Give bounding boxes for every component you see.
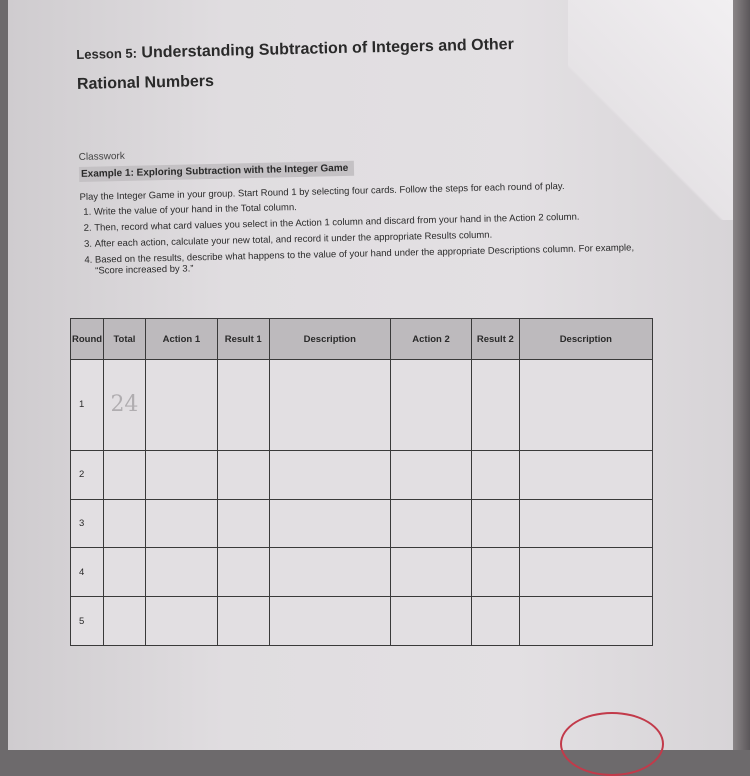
action-1-cell[interactable] bbox=[144, 596, 218, 646]
description-2-cell[interactable] bbox=[518, 359, 654, 451]
description-2-cell[interactable] bbox=[518, 547, 654, 598]
total-cell[interactable] bbox=[103, 498, 146, 549]
round-cell: 2 bbox=[69, 449, 105, 500]
round-cell: 3 bbox=[69, 498, 105, 549]
lesson-number: Lesson 5: bbox=[76, 45, 138, 62]
action-2-cell[interactable] bbox=[390, 359, 472, 451]
round-cell: 4 bbox=[69, 547, 105, 598]
action-1-cell[interactable] bbox=[144, 547, 218, 598]
red-scribble bbox=[560, 712, 664, 776]
total-cell[interactable] bbox=[103, 596, 146, 646]
lesson-title-line1: Understanding Subtraction of Integers an… bbox=[141, 36, 515, 62]
header-round: Round bbox=[69, 318, 105, 360]
action-2-cell[interactable] bbox=[390, 596, 472, 646]
result-2-cell[interactable] bbox=[470, 498, 520, 549]
round-cell: 1 bbox=[69, 359, 105, 451]
header-description-2: Description bbox=[518, 318, 654, 360]
result-2-cell[interactable] bbox=[470, 596, 520, 646]
result-1-cell[interactable] bbox=[216, 596, 270, 646]
header-result-1: Result 1 bbox=[216, 318, 270, 360]
total-cell[interactable] bbox=[103, 547, 146, 598]
header-action-2: Action 2 bbox=[390, 318, 472, 360]
action-1-cell[interactable] bbox=[144, 359, 218, 451]
description-1-cell[interactable] bbox=[268, 449, 392, 500]
result-2-cell[interactable] bbox=[470, 359, 520, 451]
result-1-cell[interactable] bbox=[216, 449, 270, 500]
header-description-1: Description bbox=[268, 318, 392, 360]
action-2-cell[interactable] bbox=[390, 547, 472, 598]
result-2-cell[interactable] bbox=[470, 449, 520, 500]
header-result-2: Result 2 bbox=[470, 318, 520, 360]
lesson-title-line2: Rational Numbers bbox=[76, 72, 215, 93]
description-1-cell[interactable] bbox=[268, 498, 392, 549]
description-1-cell[interactable] bbox=[268, 547, 392, 598]
header-total: Total bbox=[103, 318, 146, 360]
description-2-cell[interactable] bbox=[518, 596, 654, 646]
action-2-cell[interactable] bbox=[390, 498, 472, 549]
description-1-cell[interactable] bbox=[268, 596, 392, 646]
lesson-title: Lesson 5: Understanding Subtraction of I… bbox=[76, 27, 637, 100]
page-edge bbox=[733, 0, 750, 750]
instructions-block: Lesson 5: Understanding Subtraction of I… bbox=[76, 27, 641, 282]
description-1-cell[interactable] bbox=[268, 359, 392, 451]
header-action-1: Action 1 bbox=[144, 318, 218, 360]
page-fold bbox=[568, 0, 738, 220]
result-1-cell[interactable] bbox=[216, 359, 270, 451]
action-2-cell[interactable] bbox=[390, 449, 472, 500]
result-1-cell[interactable] bbox=[216, 498, 270, 549]
classwork-label: Classwork bbox=[78, 150, 125, 163]
description-2-cell[interactable] bbox=[518, 449, 654, 500]
description-2-cell[interactable] bbox=[518, 498, 654, 549]
table-row: 4 bbox=[69, 547, 654, 598]
table-row: 2 bbox=[69, 449, 654, 500]
result-1-cell[interactable] bbox=[216, 547, 270, 598]
total-cell[interactable] bbox=[103, 449, 146, 500]
example-heading: Example 1: Exploring Subtraction with th… bbox=[78, 160, 355, 182]
total-cell[interactable]: 24 bbox=[103, 359, 146, 451]
table-header-row: Round Total Action 1 Result 1 Descriptio… bbox=[69, 318, 654, 360]
table-row: 3 bbox=[69, 498, 654, 549]
action-1-cell[interactable] bbox=[144, 498, 218, 549]
integer-game-table: Round Total Action 1 Result 1 Descriptio… bbox=[69, 318, 654, 646]
table-row: 1 24 bbox=[69, 359, 654, 451]
steps-list: Write the value of your hand in the Tota… bbox=[80, 194, 641, 277]
round-cell: 5 bbox=[69, 596, 105, 646]
action-1-cell[interactable] bbox=[144, 449, 218, 500]
result-2-cell[interactable] bbox=[470, 547, 520, 598]
table-row: 5 bbox=[69, 596, 654, 646]
